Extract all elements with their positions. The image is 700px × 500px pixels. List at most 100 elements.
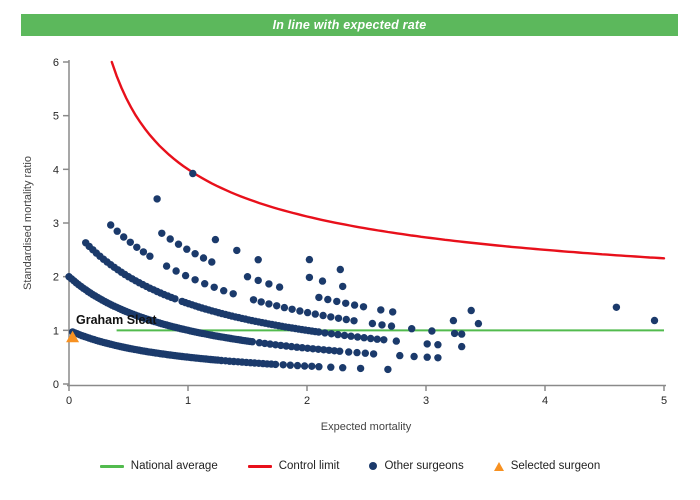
- surgeon-dot: [113, 227, 121, 235]
- y-tick-label: 3: [53, 218, 59, 230]
- surgeon-dot: [254, 256, 262, 264]
- surgeon-dot: [360, 334, 368, 342]
- surgeon-dot: [181, 271, 190, 280]
- surgeon-dot: [423, 340, 431, 348]
- surgeon-dot: [423, 353, 431, 361]
- surgeon-dot: [336, 265, 344, 274]
- surgeon-dot: [325, 346, 333, 354]
- surgeon-dot: [305, 273, 314, 282]
- surgeon-dot: [392, 337, 400, 345]
- surgeon-dot: [166, 235, 174, 243]
- surgeon-dot: [311, 310, 319, 318]
- surgeon-dot: [288, 305, 296, 313]
- surgeon-dot: [305, 255, 314, 264]
- status-banner: In line with expected rate: [21, 14, 678, 36]
- surgeon-dot: [350, 301, 359, 309]
- surgeon-dot: [315, 293, 323, 302]
- surgeon-dot: [367, 334, 375, 343]
- surgeon-dot: [303, 308, 312, 317]
- surgeon-dot: [353, 348, 361, 357]
- surgeon-dot: [380, 336, 388, 344]
- surgeon-dot: [347, 332, 355, 340]
- y-tick-label: 4: [53, 164, 59, 176]
- surgeon-dot: [387, 322, 396, 330]
- surgeon-dot: [273, 302, 281, 310]
- surgeon-dot: [612, 303, 621, 311]
- selected-surgeon-triangle-icon: [493, 461, 504, 471]
- x-tick-label: 2: [304, 395, 310, 407]
- surgeon-dot: [434, 354, 442, 362]
- surgeon-dot: [171, 295, 179, 303]
- surgeon-dot: [191, 276, 199, 284]
- surgeon-dot: [428, 327, 436, 335]
- surgeon-dot: [342, 299, 350, 307]
- surgeon-dot: [467, 306, 475, 315]
- surgeon-dot: [321, 329, 329, 337]
- surgeon-dot: [356, 364, 365, 373]
- y-axis-title: Standardised mortality ratio: [22, 156, 34, 290]
- surgeon-dot: [410, 352, 418, 361]
- surgeon-dot: [126, 238, 134, 246]
- surgeon-dot: [303, 344, 312, 352]
- surgeon-dot: [309, 345, 317, 353]
- x-axis-title: Expected mortality: [321, 421, 412, 433]
- other-surgeons-dot-icon: [369, 462, 378, 470]
- legend-item-other-surgeons: Other surgeons: [369, 460, 464, 472]
- surgeon-dot: [139, 248, 148, 256]
- legend-item-selected-surgeon: Selected surgeon: [493, 460, 600, 472]
- surgeon-dot: [336, 347, 344, 355]
- surgeon-dot: [271, 360, 280, 369]
- surgeon-dot: [450, 329, 459, 338]
- surgeon-dot: [254, 276, 262, 285]
- surgeon-dot: [257, 298, 265, 306]
- surgeon-dot: [296, 307, 304, 315]
- surgeon-dot: [191, 250, 199, 258]
- surgeon-dot: [233, 246, 241, 255]
- control-limit-curve: [110, 60, 666, 260]
- surgeon-dot: [318, 277, 327, 285]
- surgeon-dot: [378, 321, 386, 329]
- surgeon-dot: [162, 262, 171, 270]
- surgeon-dot: [107, 221, 115, 229]
- surgeon-dot: [208, 258, 216, 266]
- status-banner-text: In line with expected rate: [272, 18, 427, 32]
- surgeon-dot: [333, 297, 341, 306]
- surgeon-dot: [330, 347, 339, 355]
- surgeon-dot: [265, 300, 273, 308]
- x-tick-label: 4: [542, 395, 548, 407]
- surgeon-dot: [361, 349, 369, 357]
- surgeon-dot: [308, 362, 316, 370]
- surgeon-dot: [339, 364, 347, 372]
- surgeon-dot: [458, 342, 466, 351]
- legend-item-control-limit: Control limit: [247, 460, 339, 472]
- surgeon-dot: [220, 287, 228, 295]
- surgeon-dot: [324, 295, 332, 304]
- surgeon-dot: [434, 341, 442, 349]
- surgeon-dot: [172, 267, 180, 275]
- surgeon-dot: [183, 245, 191, 253]
- surgeon-dot: [449, 316, 458, 325]
- surgeon-dot: [189, 169, 197, 178]
- surgeon-dot: [287, 342, 296, 351]
- surgeon-dot: [277, 341, 285, 350]
- surgeon-dot: [350, 317, 358, 325]
- selected-surgeon-marker: [66, 330, 80, 343]
- surgeon-dot: [327, 313, 335, 321]
- surgeon-dot: [359, 303, 368, 311]
- surgeon-dot: [314, 345, 322, 353]
- selected-surgeon-label: Graham Sleat: [76, 313, 157, 327]
- surgeon-dot: [265, 280, 273, 288]
- x-tick-label: 1: [185, 395, 191, 407]
- surgeon-dot: [286, 361, 294, 369]
- surgeon-dot: [345, 348, 353, 356]
- surgeon-dot: [339, 282, 347, 291]
- surgeon-dot: [153, 195, 161, 203]
- surgeon-dot: [327, 363, 335, 371]
- surgeon-dot: [298, 344, 306, 352]
- surgeon-dot: [315, 328, 323, 336]
- surgeon-dot: [211, 235, 220, 244]
- surgeon-dot: [377, 306, 385, 314]
- surgeon-dot: [279, 361, 287, 369]
- surgeon-dot: [201, 280, 209, 288]
- y-tick-label: 1: [53, 325, 59, 337]
